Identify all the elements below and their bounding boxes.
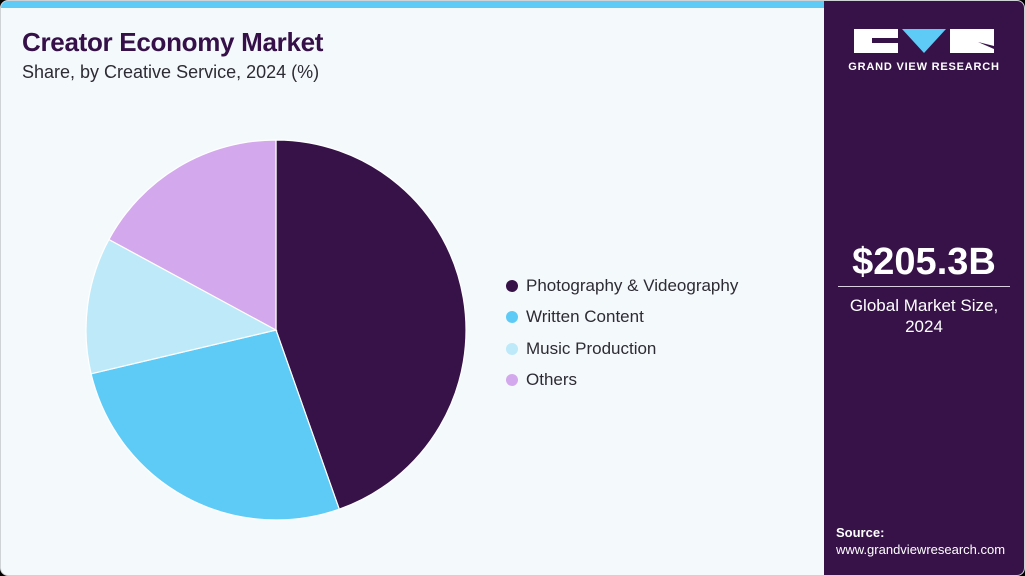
market-size-label-line2: 2024 [905, 317, 943, 336]
pie-slice [85, 238, 278, 375]
source-label: Source: [836, 525, 885, 540]
legend-item: Others [506, 365, 738, 397]
chart-subtitle: Share, by Creative Service, 2024 (%) [22, 62, 320, 82]
chart-title: Creator Economy Market [22, 27, 324, 57]
market-size-label-line1: Global Market Size, [849, 296, 999, 315]
legend-item: Music Production [506, 333, 738, 365]
market-size-value: $205.3B [852, 241, 996, 283]
pie-slice [90, 329, 341, 521]
legend-dot [506, 279, 518, 292]
market-size-label: Global Market Size, 2024 [824, 295, 1024, 337]
legend-label: Others [526, 370, 578, 390]
accent-bar [1, 1, 824, 8]
legend-item: Written Content [506, 302, 738, 334]
legend-label: Photography & Videography [526, 275, 739, 295]
legend-label: Written Content [526, 307, 644, 327]
legend-dot [506, 342, 518, 355]
source-link[interactable]: www.grandviewresearch.com [836, 542, 1006, 557]
legend: Photography & Videography Written Conten… [506, 270, 738, 396]
logo-text: GRAND VIEW RESEARCH [848, 61, 1000, 73]
legend-label: Music Production [526, 338, 657, 358]
pie-slice [108, 139, 277, 332]
gvr-logo-icon [854, 29, 994, 53]
divider [838, 286, 1010, 287]
pie-slice [275, 139, 467, 510]
info-sidebar: GRAND VIEW RESEARCH $205.3B Global Marke… [824, 1, 1024, 575]
pie-chart [85, 139, 467, 521]
legend-dot [506, 374, 518, 387]
legend-dot [506, 311, 518, 324]
legend-item: Photography & Videography [506, 270, 738, 302]
